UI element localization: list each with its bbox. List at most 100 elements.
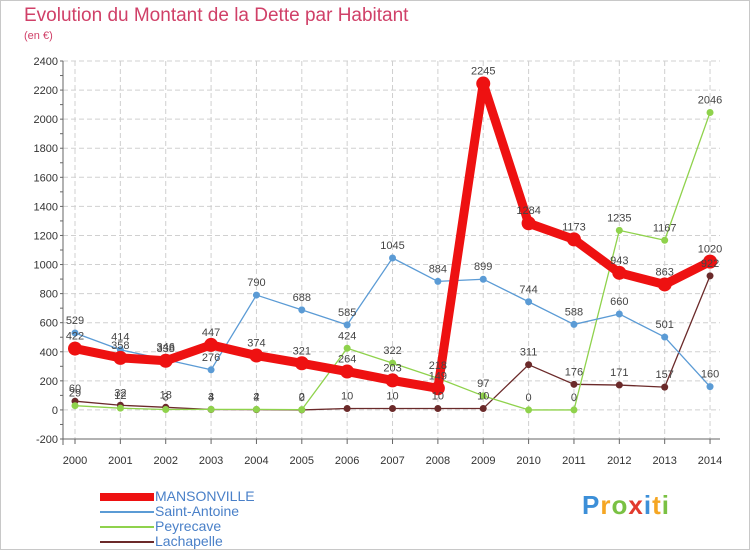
legend-label: MANSONVILLE <box>155 488 255 504</box>
data-point <box>389 404 397 412</box>
y-tick-label: 400 <box>40 347 58 359</box>
data-point <box>706 383 714 391</box>
data-label: 863 <box>656 266 674 278</box>
data-label: 422 <box>66 331 84 343</box>
data-point <box>434 404 442 412</box>
data-point <box>71 329 79 337</box>
data-point <box>615 381 623 389</box>
data-label: 171 <box>610 367 628 379</box>
legend-swatch <box>100 511 154 513</box>
y-tick-label: -200 <box>36 434 58 446</box>
logo-letter: r <box>600 490 612 520</box>
logo-letter: o <box>611 490 629 520</box>
legend-swatch <box>100 526 154 528</box>
data-label: 922 <box>701 258 719 270</box>
data-label: 60 <box>69 383 81 395</box>
data-label: 374 <box>247 338 265 350</box>
data-label: 744 <box>519 284 537 296</box>
chart-title: Evolution du Montant de la Dette par Hab… <box>24 5 409 26</box>
data-point <box>158 353 173 368</box>
logo-letter: i <box>661 490 670 520</box>
data-label: 899 <box>474 261 492 273</box>
data-label: 2245 <box>471 66 495 78</box>
data-label: 218 <box>429 360 447 372</box>
data-label: 943 <box>610 255 628 267</box>
data-label: 10 <box>341 390 353 402</box>
data-label: 149 <box>429 370 447 382</box>
data-label: 338 <box>157 343 175 355</box>
logo-letter: P <box>582 490 601 520</box>
data-point <box>252 405 260 413</box>
data-label: 414 <box>111 332 129 344</box>
data-label: 447 <box>202 327 220 339</box>
legend-swatch <box>100 541 154 543</box>
x-tick-label: 2012 <box>607 455 631 467</box>
data-point <box>615 226 623 234</box>
data-point <box>706 272 714 280</box>
data-point <box>479 275 487 283</box>
data-point <box>116 404 124 412</box>
data-point <box>706 108 714 116</box>
x-tick-label: 2008 <box>426 455 450 467</box>
data-point <box>113 350 128 365</box>
data-label: 346 <box>157 342 175 354</box>
x-tick-label: 2002 <box>153 455 177 467</box>
data-label: 311 <box>520 347 538 359</box>
data-point <box>207 405 215 413</box>
data-label: 2046 <box>698 94 722 106</box>
data-label: 1173 <box>562 221 586 233</box>
data-label: 10 <box>386 390 398 402</box>
data-point <box>525 406 533 414</box>
data-point <box>340 364 355 379</box>
data-point <box>204 337 219 352</box>
data-label: 321 <box>293 345 311 357</box>
data-point <box>71 402 79 410</box>
data-label: 1045 <box>380 240 404 252</box>
data-label: 0 <box>299 392 305 404</box>
data-label: 12 <box>114 390 126 402</box>
data-label: 1020 <box>698 244 722 256</box>
legend-label: Lachapelle <box>155 533 223 549</box>
data-label: 176 <box>565 366 583 378</box>
data-point <box>343 404 351 412</box>
y-tick-label: 2200 <box>34 85 58 97</box>
legend-swatch <box>100 493 154 501</box>
x-tick-label: 2006 <box>335 455 359 467</box>
data-point <box>525 298 533 306</box>
data-point <box>343 344 351 352</box>
data-point <box>570 380 578 388</box>
data-label: 688 <box>293 292 311 304</box>
data-label: 1167 <box>653 222 677 234</box>
data-point <box>434 277 442 285</box>
data-point <box>479 404 487 412</box>
data-point <box>249 348 264 363</box>
data-label: 4 <box>208 391 214 403</box>
data-point <box>525 361 533 369</box>
data-label: 322 <box>383 345 401 357</box>
data-point <box>657 277 672 292</box>
data-label: 29 <box>69 388 81 400</box>
data-label: 264 <box>338 354 356 366</box>
y-tick-label: 1200 <box>34 230 58 242</box>
data-point <box>570 320 578 328</box>
data-label: 0 <box>571 392 577 404</box>
data-label: 585 <box>338 307 356 319</box>
x-tick-label: 2003 <box>199 455 223 467</box>
logo-letter: t <box>652 490 662 520</box>
data-point <box>252 291 260 299</box>
data-point <box>430 381 445 396</box>
data-label: 424 <box>338 330 356 342</box>
data-label: 588 <box>565 306 583 318</box>
logo-letter: x <box>628 490 644 520</box>
data-point <box>476 76 491 91</box>
y-tick-label: 1400 <box>34 201 58 213</box>
data-label: 1284 <box>516 205 540 217</box>
data-label: 660 <box>610 296 628 308</box>
data-label: 276 <box>202 352 220 364</box>
y-tick-label: 200 <box>40 376 58 388</box>
x-tick-label: 2004 <box>244 455 268 467</box>
data-label: 18 <box>160 389 172 401</box>
data-label: 97 <box>477 378 489 390</box>
x-tick-label: 2014 <box>698 455 722 467</box>
